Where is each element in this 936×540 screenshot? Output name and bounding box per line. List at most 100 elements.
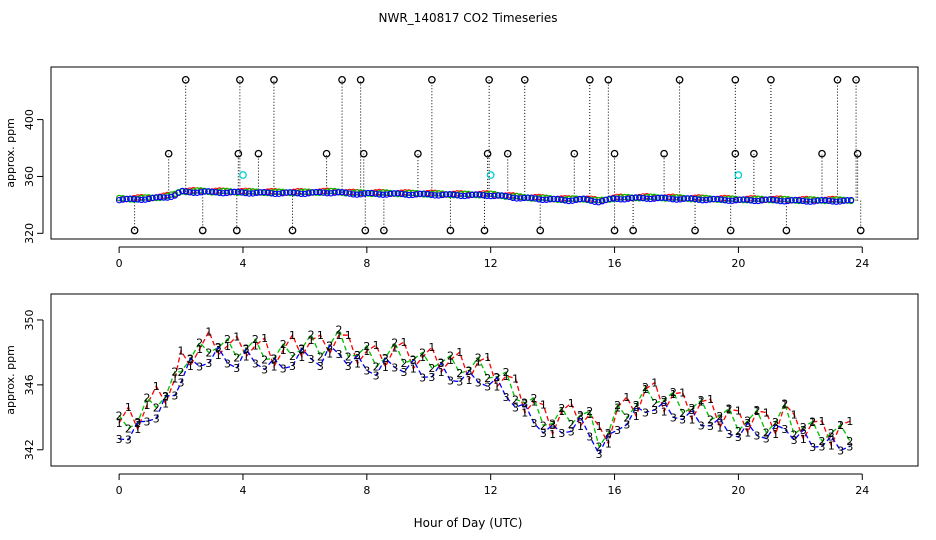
series-1-marker: 1 <box>410 363 417 376</box>
top-blue-point <box>368 189 375 197</box>
series-3-marker: 3 <box>438 357 445 370</box>
flag-high-point <box>852 75 860 84</box>
top-blue-point <box>428 191 435 198</box>
series-3-marker: 3 <box>153 413 160 426</box>
series-3-marker: 3 <box>549 419 556 432</box>
flag-high-point <box>181 75 190 84</box>
series-2-marker: 2 <box>261 353 268 366</box>
flag-mid-point <box>853 149 862 158</box>
series-3-marker: 3 <box>623 419 630 432</box>
series-1-marker: 1 <box>512 372 519 385</box>
series-2-marker: 2 <box>125 422 132 435</box>
series-2-marker: 2 <box>317 350 324 363</box>
top-blue-point <box>807 198 814 205</box>
bottom-y-axis-label: approx. ppm <box>4 345 17 415</box>
top-blue-point <box>205 188 212 195</box>
top-blue-point <box>253 189 260 197</box>
top-blue-point <box>561 197 569 204</box>
series-1-marker: 1 <box>503 370 510 383</box>
flag-low-point <box>480 226 489 235</box>
series-1-marker: 1 <box>763 406 770 419</box>
series-3-marker: 3 <box>800 424 807 437</box>
series-2-marker: 2 <box>781 398 788 411</box>
series-1-marker: 1 <box>308 334 315 347</box>
series-2-marker: 2 <box>143 391 150 404</box>
top-blue-point <box>468 191 476 198</box>
series-3-marker: 3 <box>688 404 695 417</box>
series-1-marker: 1 <box>716 422 723 435</box>
series-3-marker: 3 <box>373 369 380 382</box>
series-3-marker: 3 <box>716 412 723 425</box>
top-blue-point <box>643 195 650 202</box>
series-1-marker: 1 <box>419 351 426 364</box>
series-1-marker: 1 <box>261 332 268 345</box>
series-3-marker: 3 <box>428 371 435 384</box>
top-blue-point <box>234 188 242 195</box>
series-2-marker: 2 <box>224 333 231 346</box>
series-2-marker: 2 <box>633 399 640 412</box>
top-blue-point <box>788 197 795 204</box>
flag-high-point <box>428 75 436 84</box>
series-1-marker: 1 <box>438 366 445 379</box>
flag-high-point <box>356 75 365 84</box>
series-1-marker: 1 <box>125 401 132 414</box>
top-blue-point <box>532 195 539 202</box>
top-blue-point <box>442 191 450 198</box>
series-3-marker: 3 <box>345 360 352 373</box>
series-2-marker: 2 <box>178 366 185 379</box>
top-blue-point <box>476 191 483 198</box>
top-blue-point <box>357 191 364 198</box>
series-2-marker: 2 <box>800 421 807 434</box>
series-3-marker: 3 <box>493 372 500 385</box>
series-1-marker: 1 <box>354 358 361 371</box>
series-2-line <box>118 328 851 449</box>
top-blue-point <box>353 191 361 198</box>
flag-high-point <box>520 75 529 84</box>
top-blue-point <box>141 196 149 203</box>
series-2-marker: 2 <box>363 340 370 353</box>
series-3-marker: 3 <box>475 376 482 389</box>
series-2-marker: 2 <box>596 441 603 454</box>
series-3-marker: 3 <box>521 398 528 411</box>
top-blue-point <box>580 195 587 202</box>
series-2-marker: 2 <box>558 402 565 415</box>
flag-mid-point <box>322 149 331 158</box>
series-2-marker: 2 <box>428 362 435 375</box>
series-1-marker: 1 <box>809 416 816 429</box>
series-1-marker: 1 <box>475 355 482 368</box>
top-y-tick-label: 320 <box>23 223 36 244</box>
top-cyan-point <box>734 171 743 179</box>
series-1-marker: 1 <box>568 397 575 410</box>
series-3-marker: 3 <box>642 406 649 419</box>
top-blue-point <box>402 191 409 198</box>
series-1-marker: 1 <box>134 423 141 436</box>
top-blue-point <box>390 190 398 197</box>
flag-mid-point <box>570 149 579 158</box>
top-blue-point <box>710 195 717 203</box>
series-2-marker: 2 <box>809 416 816 429</box>
series-1-marker: 1 <box>828 440 835 453</box>
top-blue-point <box>810 198 818 205</box>
top-blue-point <box>242 189 249 197</box>
top-blue-point <box>565 197 572 205</box>
series-3-marker: 3 <box>143 415 150 428</box>
series-1-marker: 1 <box>781 398 788 411</box>
top-blue-point <box>127 195 134 202</box>
top-blue-point <box>706 196 714 203</box>
series-3-marker: 3 <box>466 365 473 378</box>
flag-low-point <box>536 226 545 235</box>
top-blue-point <box>717 196 725 203</box>
series-2-marker: 2 <box>568 418 575 431</box>
series-2-marker: 2 <box>335 324 342 337</box>
top-blue-point <box>502 192 509 200</box>
top-blue-point <box>216 189 223 197</box>
series-2-marker: 2 <box>162 391 169 404</box>
series-1-marker: 1 <box>205 325 212 338</box>
series-1-marker: 1 <box>484 351 491 364</box>
series-1-marker: 1 <box>178 345 185 358</box>
top-blue-point <box>684 195 691 202</box>
flag-mid-point <box>234 149 243 158</box>
top-blue-point <box>409 191 416 199</box>
bottom-x-tick-label: 12 <box>484 484 498 497</box>
